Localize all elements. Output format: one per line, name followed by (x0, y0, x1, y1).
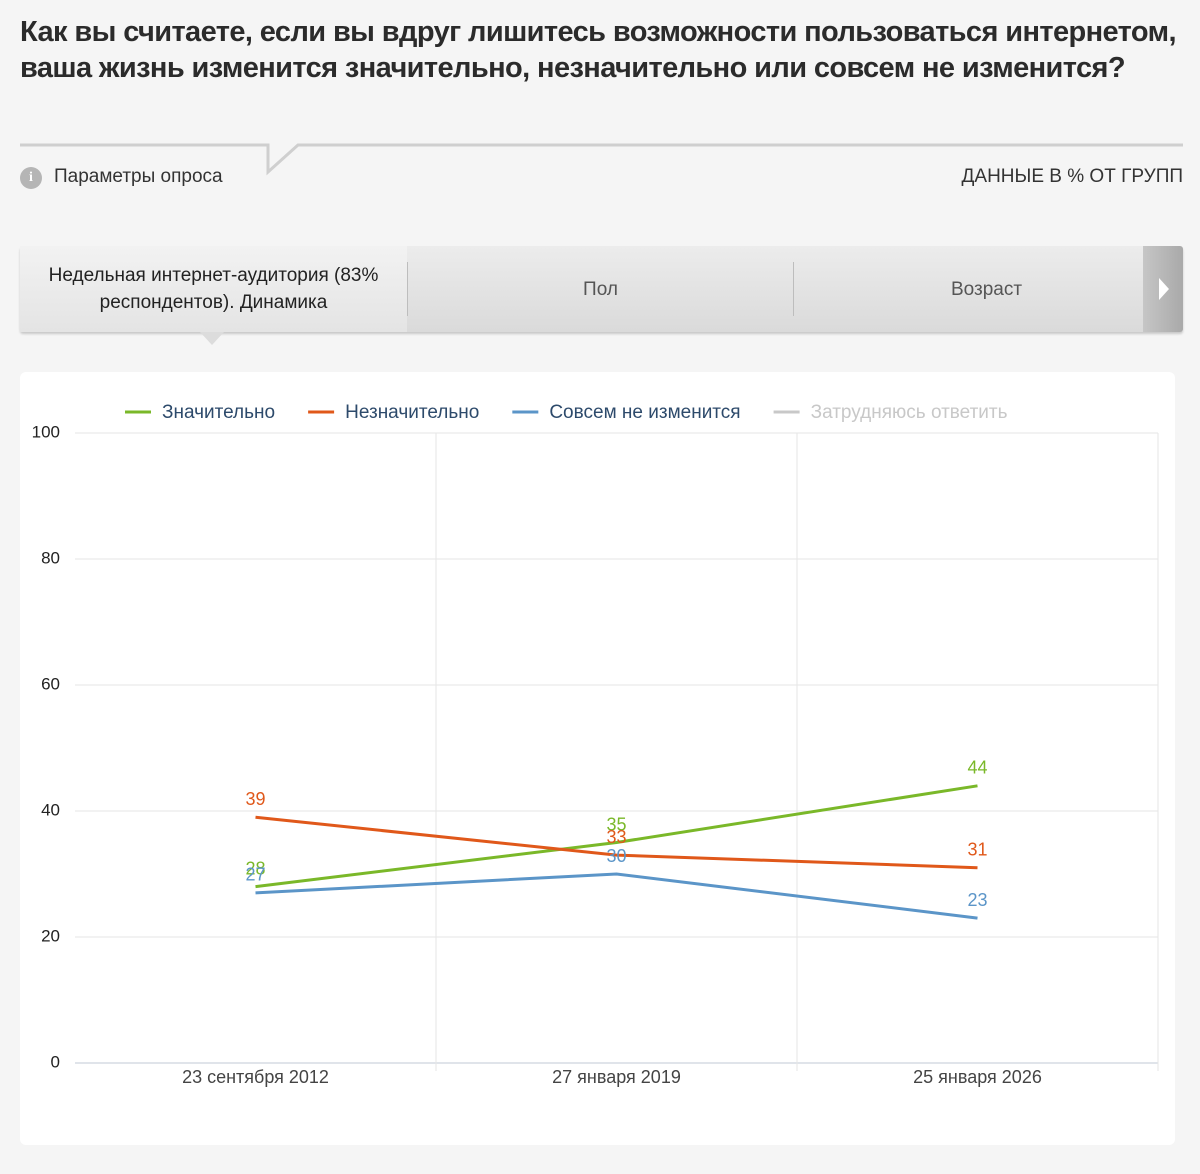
data-label: 39 (245, 789, 265, 809)
y-tick-label: 20 (41, 926, 60, 945)
page-title: Как вы считаете, если вы вдруг лишитесь … (20, 16, 1177, 84)
series-line (255, 815, 978, 870)
tab[interactable]: Пол (583, 278, 618, 300)
data-label: 44 (967, 758, 987, 778)
survey-parameters[interactable]: Параметры опроса (54, 166, 223, 187)
x-tick-label: 27 января 2019 (552, 1067, 681, 1087)
separator (20, 143, 1183, 176)
tab-divider (407, 262, 408, 316)
tab-divider (793, 262, 794, 316)
scroll-arrow[interactable] (1143, 246, 1183, 332)
data-label: 33 (606, 827, 626, 847)
x-tick-label: 25 января 2026 (913, 1067, 1042, 1087)
legend-label: Затрудняюсь ответить (811, 402, 1008, 423)
y-tick-label: 80 (41, 548, 60, 567)
chart-card: 0 20 40 60 80 100 23 сентября 2012 27 января 20… (20, 372, 1175, 1145)
series-line (255, 872, 978, 920)
legend-label: Незначительно (345, 402, 479, 423)
x-tick-label: 23 сентября 2012 (182, 1067, 329, 1087)
data-label: 28 (245, 858, 265, 878)
units-note: ДАННЫЕ В % ОТ ГРУПП (961, 166, 1183, 187)
tab[interactable]: Недельная интернет-аудитория (83% респон… (20, 246, 407, 332)
y-tick-label: 0 (51, 1052, 60, 1071)
series-line (255, 784, 978, 889)
data-label: 35 (606, 814, 626, 834)
info-icon[interactable]: i (20, 167, 42, 189)
tab[interactable]: Возраст (950, 278, 1023, 300)
y-tick-label: 100 (32, 422, 60, 441)
data-label: 31 (967, 839, 987, 859)
active-tab-pointer (200, 332, 224, 345)
data-label: 27 (245, 865, 265, 885)
arrow-icon (1159, 278, 1169, 300)
y-tick-label: 40 (41, 800, 60, 819)
legend-label: Совсем не изменится (549, 402, 740, 423)
tab-bar: Недельная интернет-аудитория (83% респон… (20, 246, 1183, 332)
data-label: 23 (967, 890, 987, 910)
chart: 0 20 40 60 80 100 23 сентября 2012 27 января 20… (32, 402, 1159, 1087)
data-label: 30 (606, 846, 626, 866)
legend-label: Значительно (162, 402, 275, 423)
y-tick-label: 60 (41, 674, 60, 693)
